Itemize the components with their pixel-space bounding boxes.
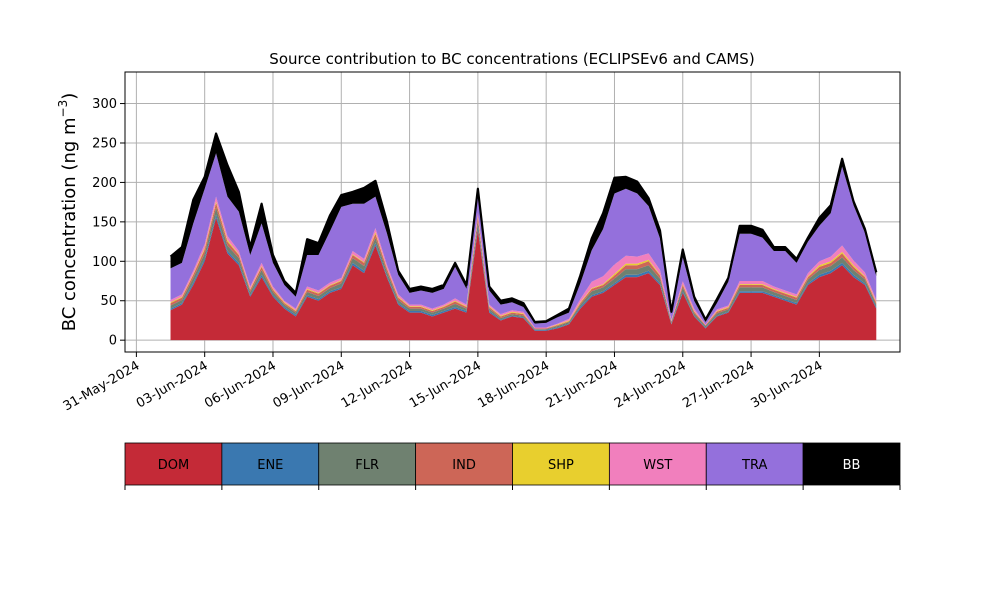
legend-label-dom: DOM <box>158 458 189 473</box>
y-axis-ticks: 0 50 100 150 200 250 300 <box>92 97 125 349</box>
x-tick-label: 06-Jun-2024 <box>202 358 279 411</box>
legend-label-tra: TRA <box>741 458 767 473</box>
legend-label-flr: FLR <box>355 458 379 473</box>
legend-swatch-flr <box>318 442 417 486</box>
x-tick-label: 31-May-2024 <box>61 358 143 414</box>
legend-label-bb: BB <box>843 458 861 473</box>
legend-label-ind: IND <box>452 458 476 473</box>
chart-title: Source contribution to BC concentrations… <box>269 50 754 68</box>
y-tick-label: 250 <box>92 136 117 151</box>
area-dom <box>170 217 877 341</box>
y-tick-label: 200 <box>92 176 117 191</box>
x-tick-label: 18-Jun-2024 <box>475 358 552 411</box>
x-tick-label: 03-Jun-2024 <box>134 358 211 411</box>
legend-swatch-shp <box>512 442 610 486</box>
plot-frame <box>124 71 901 353</box>
legend-label-shp: SHP <box>548 458 574 473</box>
legend-swatch-wst <box>608 442 707 486</box>
legend-swatch-ene <box>221 442 320 486</box>
x-axis-ticks: 31-May-202403-Jun-202406-Jun-202409-Jun-… <box>61 352 826 414</box>
legend-label-ene: ENE <box>257 458 283 473</box>
x-tick-label: 09-Jun-2024 <box>270 358 347 411</box>
area-series <box>170 133 877 341</box>
legend-label-wst: WST <box>643 458 672 473</box>
legend-swatch-bb <box>802 442 901 486</box>
x-tick-label: 12-Jun-2024 <box>339 358 416 411</box>
x-tick-label: 24-Jun-2024 <box>612 358 689 411</box>
legend-swatch-dom <box>124 442 223 486</box>
y-tick-label: 50 <box>100 294 117 309</box>
legend: DOM ENE FLR IND SHP WST TRA BB <box>124 442 901 490</box>
x-tick-label: 30-Jun-2024 <box>749 358 826 411</box>
y-tick-label: 150 <box>92 215 117 230</box>
y-axis-label: BC concentration (ng m−3) <box>56 93 80 332</box>
legend-swatch-ind <box>415 442 513 486</box>
x-tick-label: 27-Jun-2024 <box>680 358 757 411</box>
y-tick-label: 300 <box>92 97 117 112</box>
y-tick-label: 100 <box>92 255 117 270</box>
y-tick-label: 0 <box>109 334 117 349</box>
total-line <box>169 132 878 324</box>
x-tick-label: 21-Jun-2024 <box>544 358 621 411</box>
x-tick-label: 15-Jun-2024 <box>407 358 484 411</box>
total-outline <box>169 132 878 324</box>
